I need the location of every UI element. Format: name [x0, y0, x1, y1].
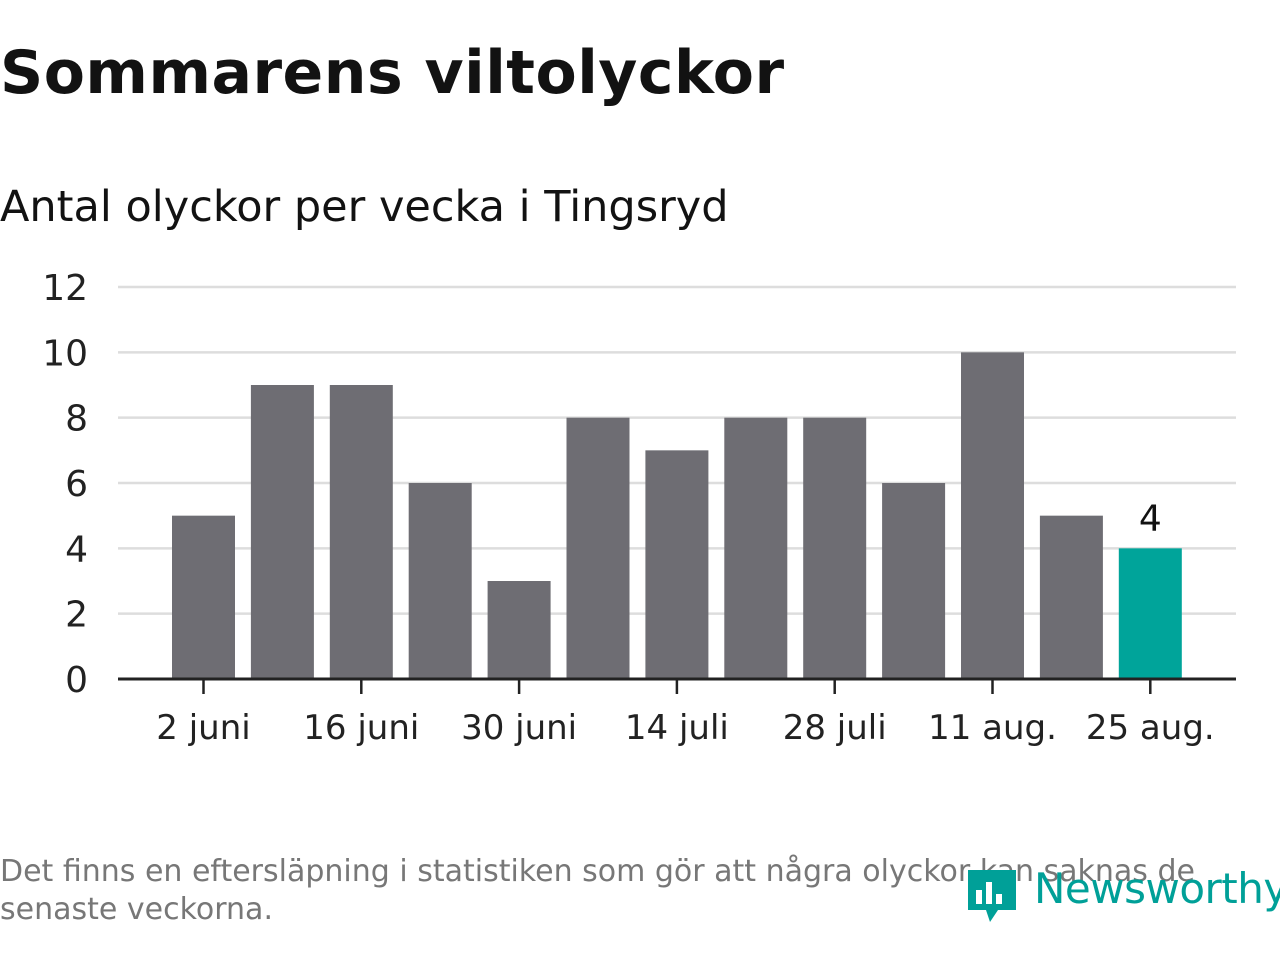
x-tick-label: 16 juni: [303, 708, 419, 748]
bar: [408, 483, 472, 679]
chart-title: Sommarens viltolyckor: [0, 38, 785, 108]
y-tick-label: 2: [65, 595, 88, 636]
x-tick-label: 25 aug.: [1086, 708, 1215, 748]
bar: [487, 581, 551, 679]
x-tick-label: 14 juli: [625, 708, 729, 748]
chart-subtitle: Antal olyckor per vecka i Tingsryd: [0, 182, 729, 232]
bar: [566, 417, 630, 679]
bar-value-label: 4: [1139, 498, 1162, 539]
bar: [961, 352, 1024, 679]
x-tick-label: 2 juni: [156, 708, 250, 748]
bar: [250, 385, 314, 679]
y-tick-label: 4: [65, 529, 88, 570]
bar-highlighted: [1118, 548, 1182, 679]
x-tick-label: 28 juli: [783, 708, 887, 748]
bar: [724, 417, 788, 679]
bar-chart: 0 2 4 6 8 10 12 4 2 juni 16 juni 30 juni 14 juli 28 …: [42, 268, 1236, 748]
x-tick-label: 30 juni: [461, 708, 577, 748]
bar: [329, 385, 393, 679]
y-tick-label: 8: [65, 399, 88, 440]
y-tick-label: 10: [42, 333, 88, 374]
y-tick-label: 12: [42, 268, 88, 309]
bar: [1039, 515, 1103, 679]
bar: [172, 515, 235, 679]
bar: [803, 417, 867, 679]
bar: [882, 483, 946, 679]
newsworthy-logo-text: Newsworthy: [1034, 864, 1280, 913]
newsworthy-logo: Newsworthy: [964, 862, 1280, 928]
y-tick-label: 0: [65, 660, 88, 701]
y-tick-label: 6: [65, 464, 88, 505]
newsworthy-logo-icon: [968, 870, 1016, 922]
x-tick-label: 11 aug.: [928, 708, 1057, 748]
bar: [645, 450, 709, 679]
